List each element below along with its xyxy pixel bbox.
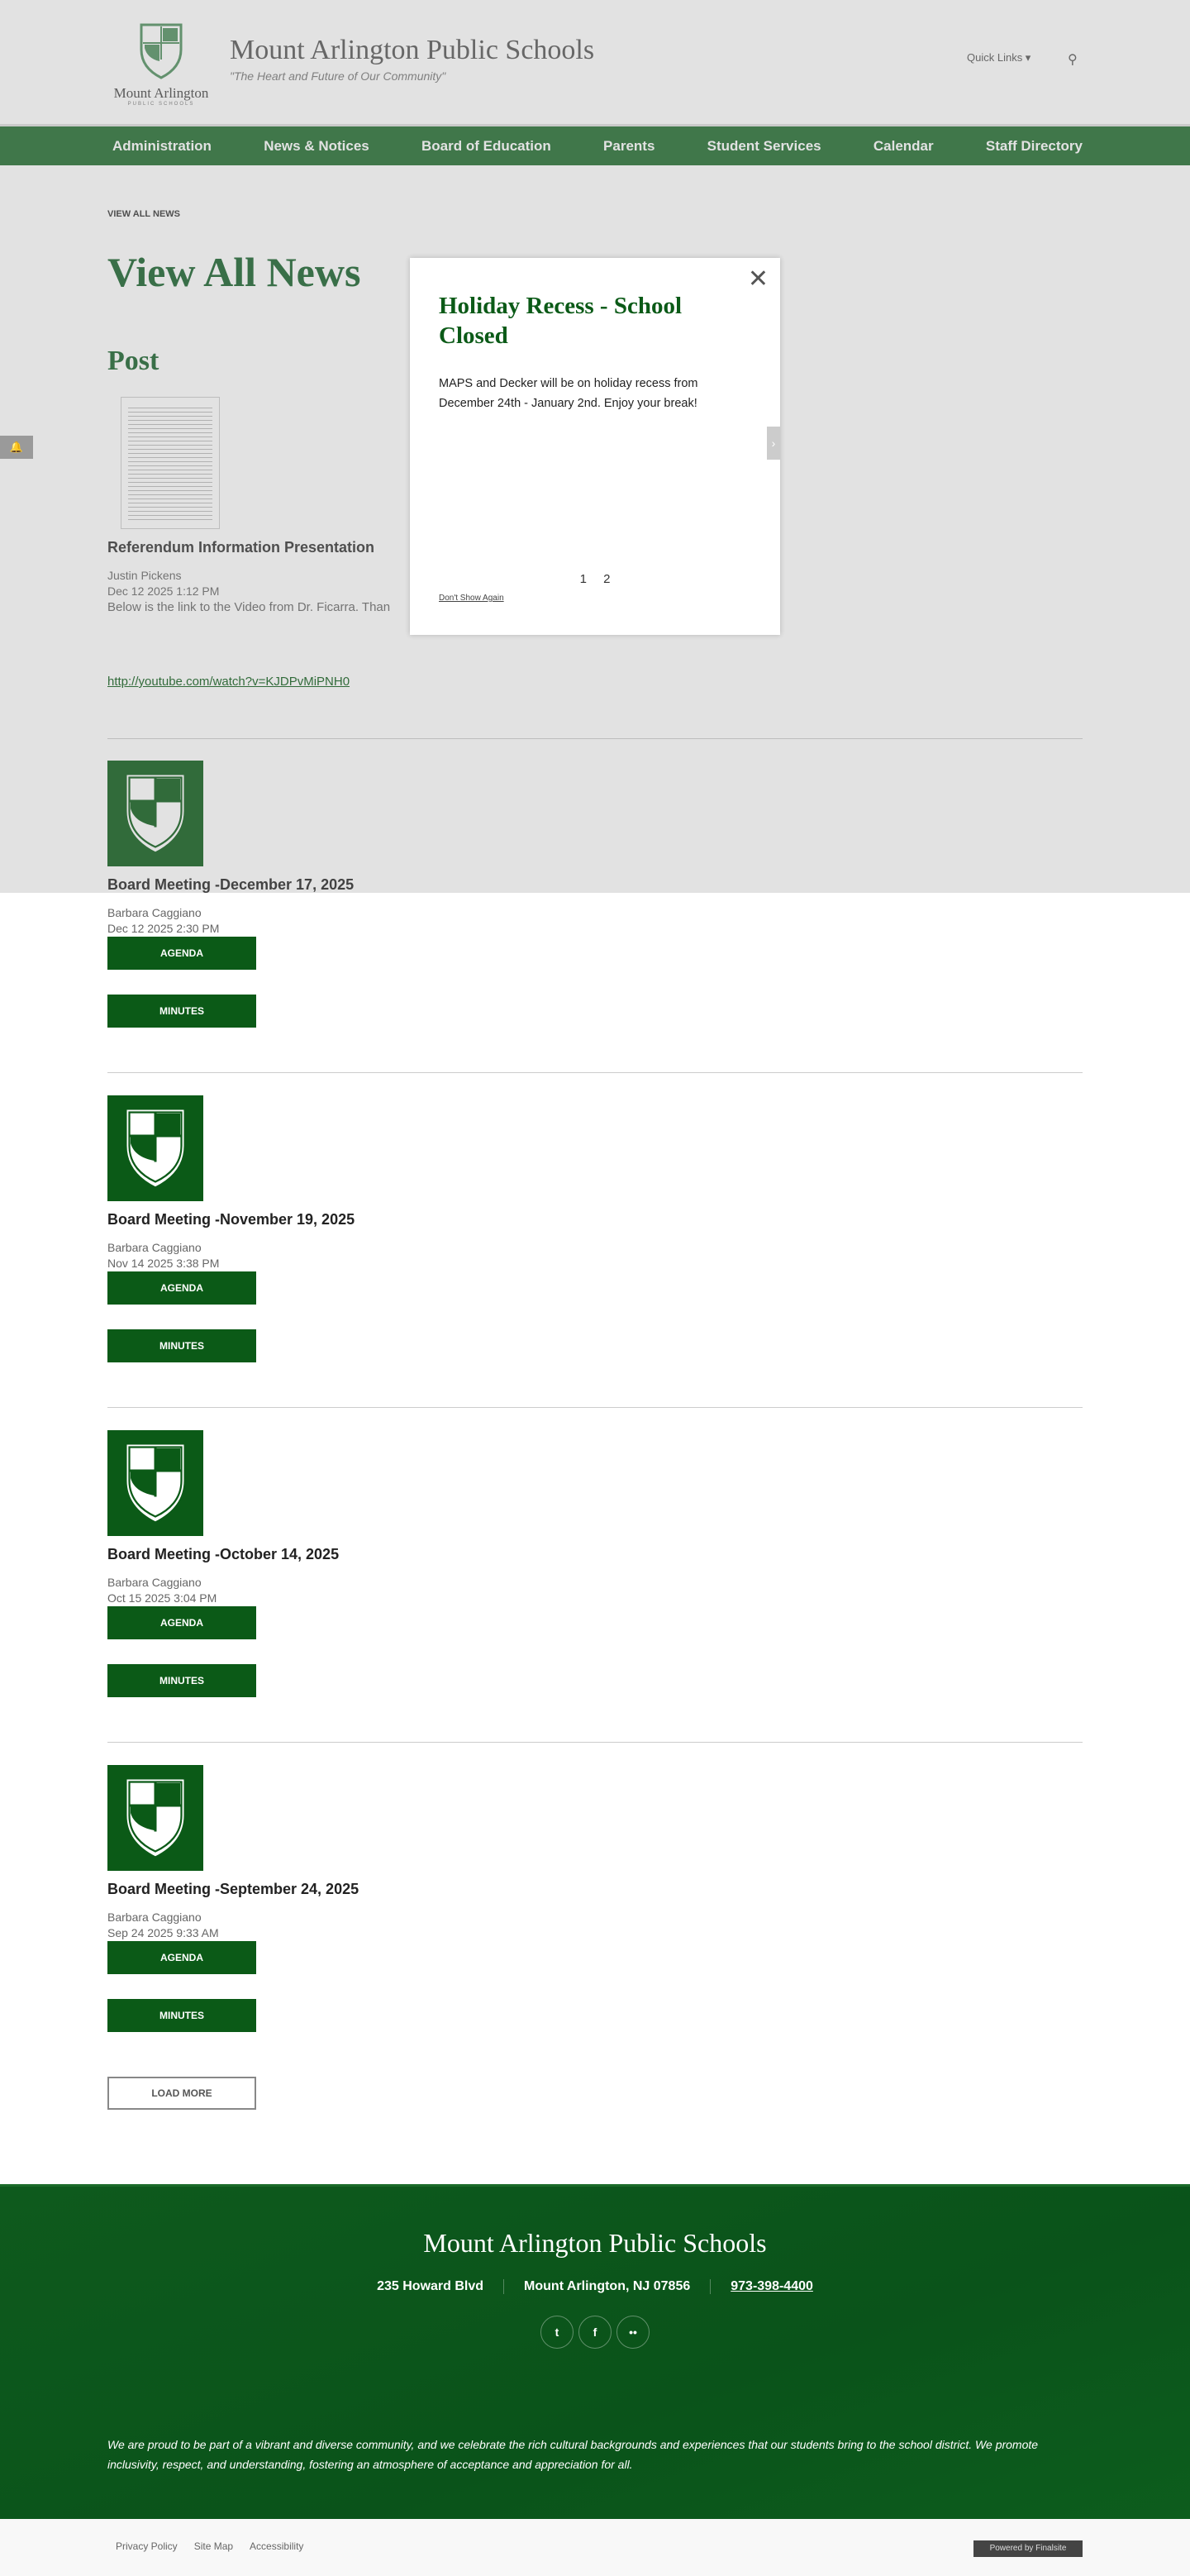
agenda-button[interactable]: AGENDA xyxy=(107,937,256,970)
main-nav: Administration News & Notices Board of E… xyxy=(0,124,1190,165)
alert-modal: ✕ Holiday Recess - School Closed MAPS an… xyxy=(410,258,780,635)
modal-pagination: 1 2 xyxy=(410,572,780,586)
crest-icon xyxy=(124,1442,187,1524)
bell-icon[interactable]: 🔔 xyxy=(0,436,33,459)
post-title[interactable]: Board Meeting -October 14, 2025 xyxy=(107,1546,340,1562)
post-title[interactable]: Board Meeting -September 24, 2025 xyxy=(107,1881,359,1897)
dont-show-again-link[interactable]: Don't Show Again xyxy=(439,594,504,603)
agenda-button[interactable]: AGENDA xyxy=(107,1271,256,1305)
divider xyxy=(107,1072,1083,1073)
post-author: Justin Pickens xyxy=(107,569,182,582)
page-2[interactable]: 2 xyxy=(603,572,611,586)
site-footer: Mount Arlington Public Schools 235 Howar… xyxy=(0,2184,1190,2519)
post-author: Barbara Caggiano xyxy=(107,1241,202,1254)
crest-icon xyxy=(124,1107,187,1190)
bottom-bar: Privacy Policy Site Map Accessibility Po… xyxy=(0,2519,1190,2576)
agenda-button[interactable]: AGENDA xyxy=(107,1941,256,1974)
post-meta: Justin Pickens Dec 12 2025 1:12 PM Below… xyxy=(107,568,1083,615)
quick-links-dropdown[interactable]: Quick Links ▾ xyxy=(967,51,1031,64)
minutes-button[interactable]: MINUTES xyxy=(107,1999,256,2032)
flickr-icon[interactable]: •• xyxy=(616,2316,650,2349)
post-thumbnail[interactable] xyxy=(107,761,203,866)
page-title: View All News xyxy=(107,249,361,295)
tagline: "The Heart and Future of Our Community" xyxy=(230,69,446,83)
video-link[interactable]: http://youtube.com/watch?v=KJDPvMiPNH0 xyxy=(107,675,350,689)
nav-board-of-education[interactable]: Board of Education xyxy=(421,137,551,154)
list-item: Board Meeting -November 19, 2025 Barbara… xyxy=(107,1095,1083,1362)
minutes-button[interactable]: MINUTES xyxy=(107,1664,256,1697)
featured-post: Referendum Information Presentation Just… xyxy=(107,397,1083,689)
footer-address: 235 Howard Blvd Mount Arlington, NJ 0785… xyxy=(0,2279,1190,2294)
minutes-button[interactable]: MINUTES xyxy=(107,1329,256,1362)
facebook-icon[interactable]: f xyxy=(578,2316,612,2349)
mission-statement: We are proud to be part of a vibrant and… xyxy=(107,2438,1039,2471)
post-title[interactable]: Board Meeting -November 19, 2025 xyxy=(107,1211,355,1228)
post-thumbnail[interactable] xyxy=(107,1095,203,1201)
post-date: Dec 12 2025 2:30 PM xyxy=(107,922,220,935)
site-title[interactable]: Mount Arlington Public Schools xyxy=(230,35,595,65)
footer-phone[interactable]: 973-398-4400 xyxy=(731,2279,813,2293)
nav-calendar[interactable]: Calendar xyxy=(873,137,934,154)
post-date: Sep 24 2025 9:33 AM xyxy=(107,1926,219,1939)
post-date: Nov 14 2025 3:38 PM xyxy=(107,1257,220,1270)
post-title[interactable]: Referendum Information Presentation xyxy=(107,539,375,556)
nav-administration[interactable]: Administration xyxy=(112,137,212,154)
powered-by-finalsite[interactable]: Powered by Finalsite xyxy=(973,2540,1083,2557)
footer-title: Mount Arlington Public Schools xyxy=(423,2228,767,2258)
post-author: Barbara Caggiano xyxy=(107,1576,202,1589)
close-icon[interactable]: ✕ xyxy=(747,265,769,293)
nav-news-notices[interactable]: News & Notices xyxy=(264,137,369,154)
privacy-policy-link[interactable]: Privacy Policy xyxy=(116,2540,178,2552)
footer-street: 235 Howard Blvd xyxy=(357,2279,505,2294)
post-excerpt: Below is the link to the Video from Dr. … xyxy=(107,600,391,614)
post-meta: Barbara Caggiano Dec 12 2025 2:30 PM xyxy=(107,905,1083,937)
divider xyxy=(107,1742,1083,1743)
nav-parents[interactable]: Parents xyxy=(603,137,655,154)
search-icon[interactable]: ⚲ xyxy=(1068,53,1078,67)
nav-staff-directory[interactable]: Staff Directory xyxy=(985,137,1083,154)
list-item: Board Meeting -October 14, 2025 Barbara … xyxy=(107,1430,1083,1697)
agenda-button[interactable]: AGENDA xyxy=(107,1606,256,1639)
divider xyxy=(107,738,1083,739)
crest-icon xyxy=(140,23,183,79)
post-author: Barbara Caggiano xyxy=(107,906,202,919)
post-thumbnail[interactable] xyxy=(107,1430,203,1536)
post-thumbnail[interactable] xyxy=(107,1765,203,1871)
crest-icon xyxy=(124,772,187,855)
footer-city: Mount Arlington, NJ 07856 xyxy=(504,2279,712,2294)
post-meta: Barbara Caggiano Nov 14 2025 3:38 PM xyxy=(107,1240,1083,1271)
crest-icon xyxy=(124,1777,187,1859)
logo-sub: PUBLIC SCHOOLS xyxy=(127,102,195,107)
chevron-right-icon[interactable]: › xyxy=(767,427,780,460)
page-1[interactable]: 1 xyxy=(579,572,587,586)
load-more-button[interactable]: LOAD MORE xyxy=(107,2077,256,2110)
post-meta: Barbara Caggiano Sep 24 2025 9:33 AM xyxy=(107,1910,1083,1941)
site-header: Mount Arlington PUBLIC SCHOOLS Mount Arl… xyxy=(0,0,1190,124)
flyer-thumbnail[interactable] xyxy=(121,397,220,529)
breadcrumb[interactable]: VIEW ALL NEWS xyxy=(107,209,180,219)
post-title[interactable]: Board Meeting -December 17, 2025 xyxy=(107,876,355,893)
divider xyxy=(107,1407,1083,1408)
modal-body: MAPS and Decker will be on holiday reces… xyxy=(439,377,698,410)
post-date: Oct 15 2025 3:04 PM xyxy=(107,1591,217,1605)
post-date: Dec 12 2025 1:12 PM xyxy=(107,584,220,598)
social-links: t f •• xyxy=(0,2316,1190,2349)
list-item: Board Meeting -December 17, 2025 Barbara… xyxy=(107,761,1083,1028)
post-author: Barbara Caggiano xyxy=(107,1911,202,1924)
logo-name: Mount Arlington xyxy=(113,85,209,101)
logo[interactable]: Mount Arlington PUBLIC SCHOOLS xyxy=(107,23,215,107)
site-map-link[interactable]: Site Map xyxy=(193,2540,234,2552)
twitter-icon[interactable]: t xyxy=(540,2316,574,2349)
section-title: Post xyxy=(107,346,159,376)
modal-title: Holiday Recess - School Closed xyxy=(439,293,683,349)
minutes-button[interactable]: MINUTES xyxy=(107,995,256,1028)
list-item: Board Meeting -September 24, 2025 Barbar… xyxy=(107,1765,1083,2032)
accessibility-link[interactable]: Accessibility xyxy=(250,2540,304,2552)
nav-student-services[interactable]: Student Services xyxy=(707,137,821,154)
post-meta: Barbara Caggiano Oct 15 2025 3:04 PM xyxy=(107,1575,1083,1606)
